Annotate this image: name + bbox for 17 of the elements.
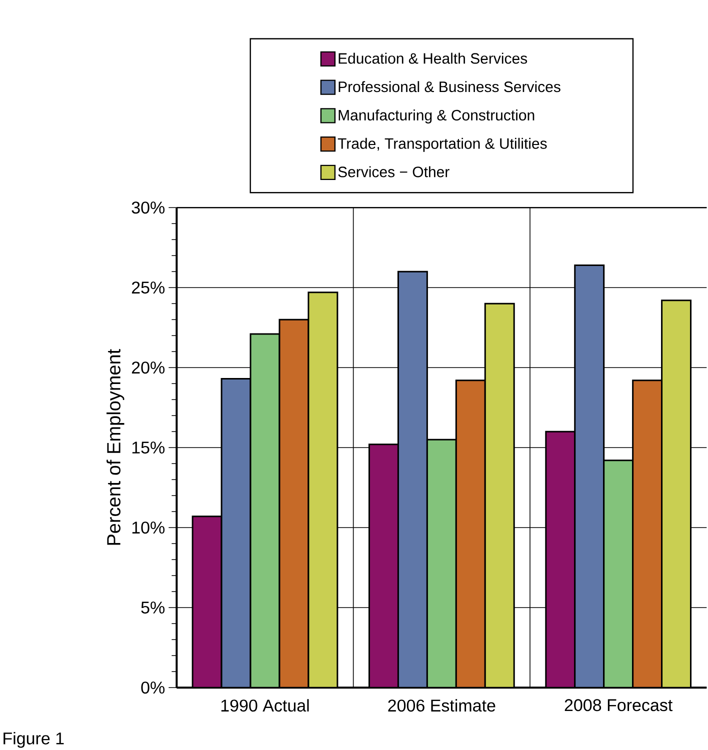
legend-label: Manufacturing & Construction [338,109,534,124]
y-tick-label: 30% [132,202,165,214]
y-tick-label: 15% [132,442,165,454]
caption: Figure 1 [4,732,64,748]
x-tick-label: 1990 Actual [222,699,309,712]
legend-label: Services − Other [338,166,450,178]
legend-label: Education & Health Services [338,52,528,64]
y-tick-label: 10% [132,522,165,534]
y-tick-label: 5% [141,602,165,614]
x-tick-label: 2006 Estimate [388,699,496,712]
legend-label: Professional & Business Services [338,81,561,92]
x-tick-label: 2008 Forecast [565,699,673,712]
y-tick-label: 25% [132,282,165,294]
y-axis-title: Percent of Employment [106,349,124,545]
legend-label: Trade, Transportation & Utilities [338,138,547,152]
y-tick-label: 0% [141,682,165,694]
y-tick-label: 20% [132,362,165,374]
